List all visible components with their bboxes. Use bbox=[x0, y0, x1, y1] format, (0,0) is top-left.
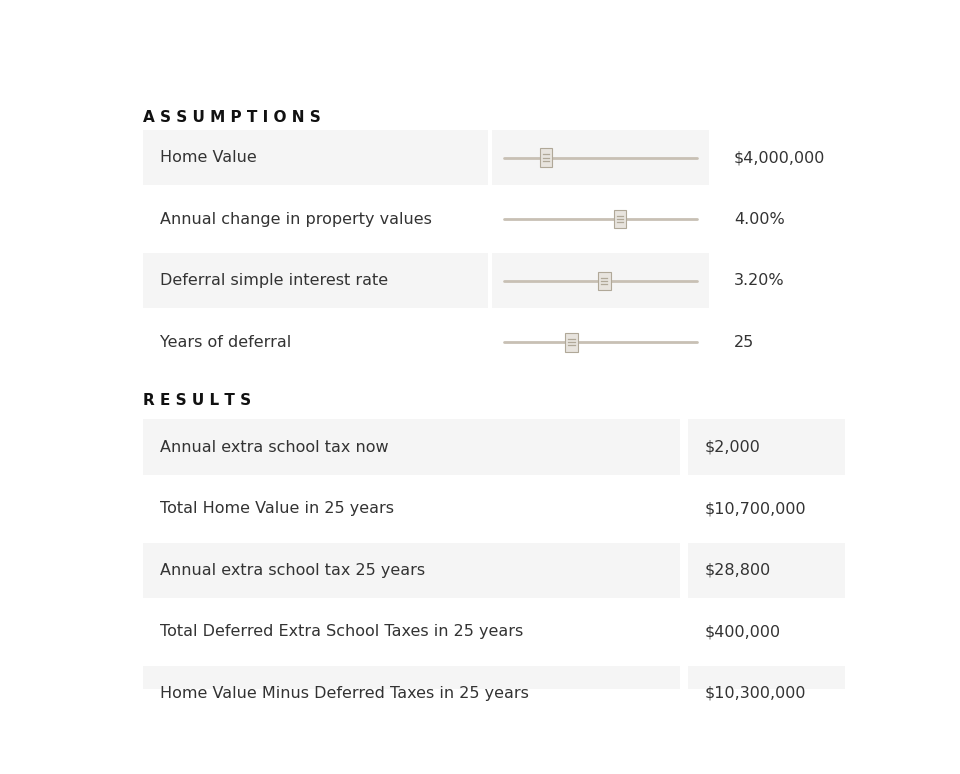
Text: Total Deferred Extra School Taxes in 25 years: Total Deferred Extra School Taxes in 25 … bbox=[160, 625, 523, 639]
FancyBboxPatch shape bbox=[717, 253, 845, 309]
FancyBboxPatch shape bbox=[143, 191, 488, 247]
FancyBboxPatch shape bbox=[717, 191, 845, 247]
Text: $4,000,000: $4,000,000 bbox=[733, 150, 826, 165]
Text: Home Value: Home Value bbox=[160, 150, 257, 165]
FancyBboxPatch shape bbox=[688, 481, 845, 536]
FancyBboxPatch shape bbox=[688, 604, 845, 659]
Text: 25: 25 bbox=[733, 335, 754, 350]
FancyBboxPatch shape bbox=[717, 315, 845, 370]
FancyBboxPatch shape bbox=[143, 481, 681, 536]
Text: $10,300,000: $10,300,000 bbox=[706, 686, 806, 701]
Text: $400,000: $400,000 bbox=[706, 625, 781, 639]
FancyBboxPatch shape bbox=[492, 191, 709, 247]
FancyBboxPatch shape bbox=[143, 130, 488, 185]
Text: Years of deferral: Years of deferral bbox=[160, 335, 292, 350]
FancyBboxPatch shape bbox=[613, 210, 626, 228]
Text: R E S U L T S: R E S U L T S bbox=[143, 393, 252, 408]
FancyBboxPatch shape bbox=[492, 253, 709, 309]
FancyBboxPatch shape bbox=[143, 666, 681, 721]
Text: Total Home Value in 25 years: Total Home Value in 25 years bbox=[160, 502, 395, 516]
Text: Home Value Minus Deferred Taxes in 25 years: Home Value Minus Deferred Taxes in 25 ye… bbox=[160, 686, 529, 701]
Text: $10,700,000: $10,700,000 bbox=[706, 502, 806, 516]
Text: $28,800: $28,800 bbox=[706, 563, 772, 577]
Text: 3.20%: 3.20% bbox=[733, 273, 784, 288]
Text: Annual extra school tax 25 years: Annual extra school tax 25 years bbox=[160, 563, 425, 577]
FancyBboxPatch shape bbox=[143, 253, 488, 309]
FancyBboxPatch shape bbox=[688, 420, 845, 474]
FancyBboxPatch shape bbox=[688, 543, 845, 598]
FancyBboxPatch shape bbox=[598, 272, 611, 290]
Text: $2,000: $2,000 bbox=[706, 440, 761, 454]
FancyBboxPatch shape bbox=[143, 604, 681, 659]
Text: Annual extra school tax now: Annual extra school tax now bbox=[160, 440, 389, 454]
FancyBboxPatch shape bbox=[143, 315, 488, 370]
Text: Deferral simple interest rate: Deferral simple interest rate bbox=[160, 273, 389, 288]
FancyBboxPatch shape bbox=[565, 333, 578, 351]
FancyBboxPatch shape bbox=[717, 130, 845, 185]
FancyBboxPatch shape bbox=[143, 543, 681, 598]
Text: 4.00%: 4.00% bbox=[733, 211, 784, 227]
FancyBboxPatch shape bbox=[492, 315, 709, 370]
FancyBboxPatch shape bbox=[688, 666, 845, 721]
FancyBboxPatch shape bbox=[143, 420, 681, 474]
FancyBboxPatch shape bbox=[492, 130, 709, 185]
FancyBboxPatch shape bbox=[540, 149, 552, 167]
Text: A S S U M P T I O N S: A S S U M P T I O N S bbox=[143, 110, 321, 125]
Text: Annual change in property values: Annual change in property values bbox=[160, 211, 432, 227]
